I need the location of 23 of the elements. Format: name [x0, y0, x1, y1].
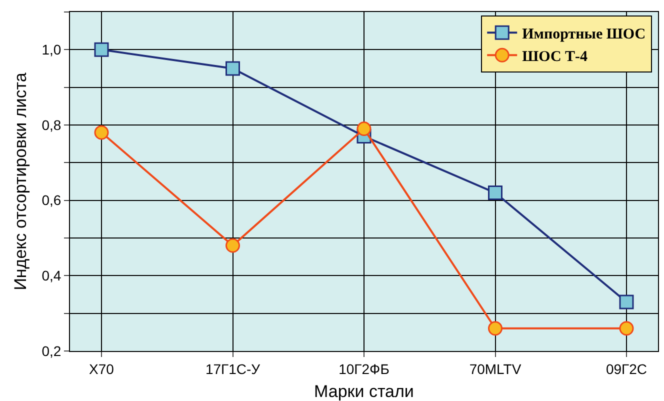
y-axis-title: Индекс отсортировки листа	[11, 72, 30, 290]
x-tick-label: 70MLTV	[469, 360, 522, 377]
point	[619, 321, 634, 336]
x-tick-label: X70	[89, 360, 114, 377]
point	[488, 186, 502, 200]
point	[488, 321, 502, 336]
point	[94, 42, 109, 57]
legend-label: ШОС Т-4	[522, 48, 588, 65]
y-tick-label: 0,6	[42, 192, 62, 208]
y-tick-label: 1,0	[42, 42, 62, 58]
x-tick-label: 09Г2С	[606, 360, 648, 377]
point	[619, 294, 634, 310]
x-axis-title: Марки стали	[314, 382, 414, 401]
y-tick-label: 0,4	[42, 268, 62, 284]
x-tick-label: 17Г1С-У	[205, 360, 260, 377]
point	[226, 238, 240, 253]
legend-label: Импортные ШОС	[522, 26, 646, 42]
x-tick-label: 10Г2ФБ	[338, 360, 390, 377]
y-tick-label: 0,8	[42, 116, 62, 133]
y-tick-label: 0,2	[42, 342, 62, 359]
point	[226, 61, 240, 76]
point	[94, 125, 109, 140]
point	[356, 122, 372, 136]
